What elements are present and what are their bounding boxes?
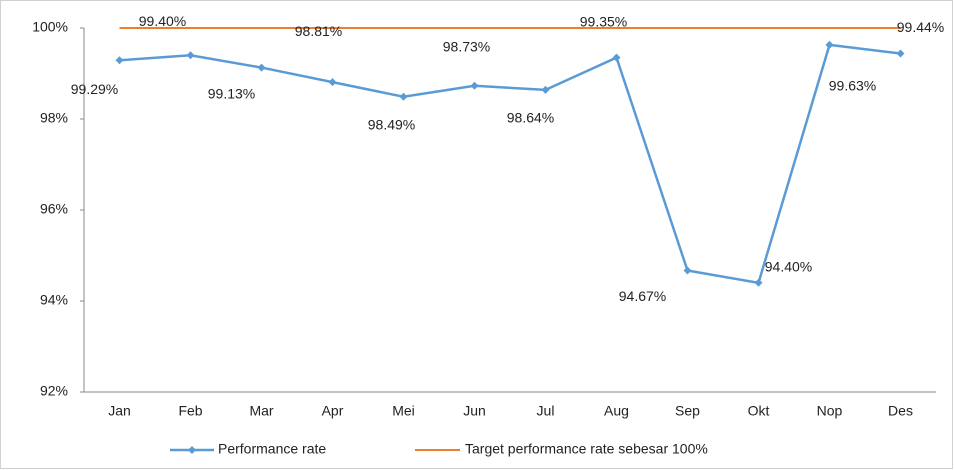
point-marker [825, 40, 834, 49]
x-tick-label: Jan [108, 403, 131, 419]
data-label: 98.81% [295, 23, 342, 39]
point-marker [399, 92, 408, 101]
x-tick-label: Aug [604, 403, 629, 419]
x-tick-label: Apr [322, 403, 344, 419]
data-label: 99.44% [897, 19, 944, 35]
x-tick-label: Mar [249, 403, 273, 419]
y-tick-label: 100% [32, 19, 68, 35]
x-tick-label: Jul [537, 403, 555, 419]
point-marker [257, 63, 266, 72]
y-tick-label: 98% [40, 110, 68, 126]
series-line [119, 43, 901, 285]
y-tick-label: 96% [40, 201, 68, 217]
data-label: 99.63% [829, 78, 876, 94]
point-marker [470, 81, 479, 90]
data-label: 98.64% [507, 110, 554, 126]
x-tick-label: Nop [817, 403, 843, 419]
x-tick-label: Des [888, 403, 913, 419]
y-tick-label: 94% [40, 292, 68, 308]
point-marker [754, 278, 763, 287]
point-marker [328, 78, 337, 87]
x-tick-label: Jun [463, 403, 486, 419]
data-label: 99.29% [71, 81, 118, 97]
data-label: 99.35% [580, 13, 627, 29]
point-marker [541, 85, 550, 94]
point-marker [896, 49, 905, 58]
data-label: 94.40% [765, 259, 812, 275]
data-label: 98.73% [443, 38, 490, 54]
x-tick-label: Okt [748, 403, 770, 419]
y-tick-label: 92% [40, 383, 68, 399]
point-marker [115, 56, 124, 65]
data-label: 99.40% [139, 13, 186, 29]
x-tick-label: Feb [178, 403, 202, 419]
legend-label: Target performance rate sebesar 100% [465, 441, 708, 457]
data-label: 99.13% [208, 85, 255, 101]
x-tick-label: Mei [392, 403, 415, 419]
point-marker [683, 266, 692, 275]
x-tick-label: Sep [675, 403, 700, 419]
legend-label: Performance rate [218, 441, 326, 457]
point-marker [612, 53, 621, 62]
legend-marker [188, 446, 196, 454]
data-label: 94.67% [619, 288, 666, 304]
point-marker [186, 51, 195, 60]
data-label: 98.49% [368, 116, 415, 132]
